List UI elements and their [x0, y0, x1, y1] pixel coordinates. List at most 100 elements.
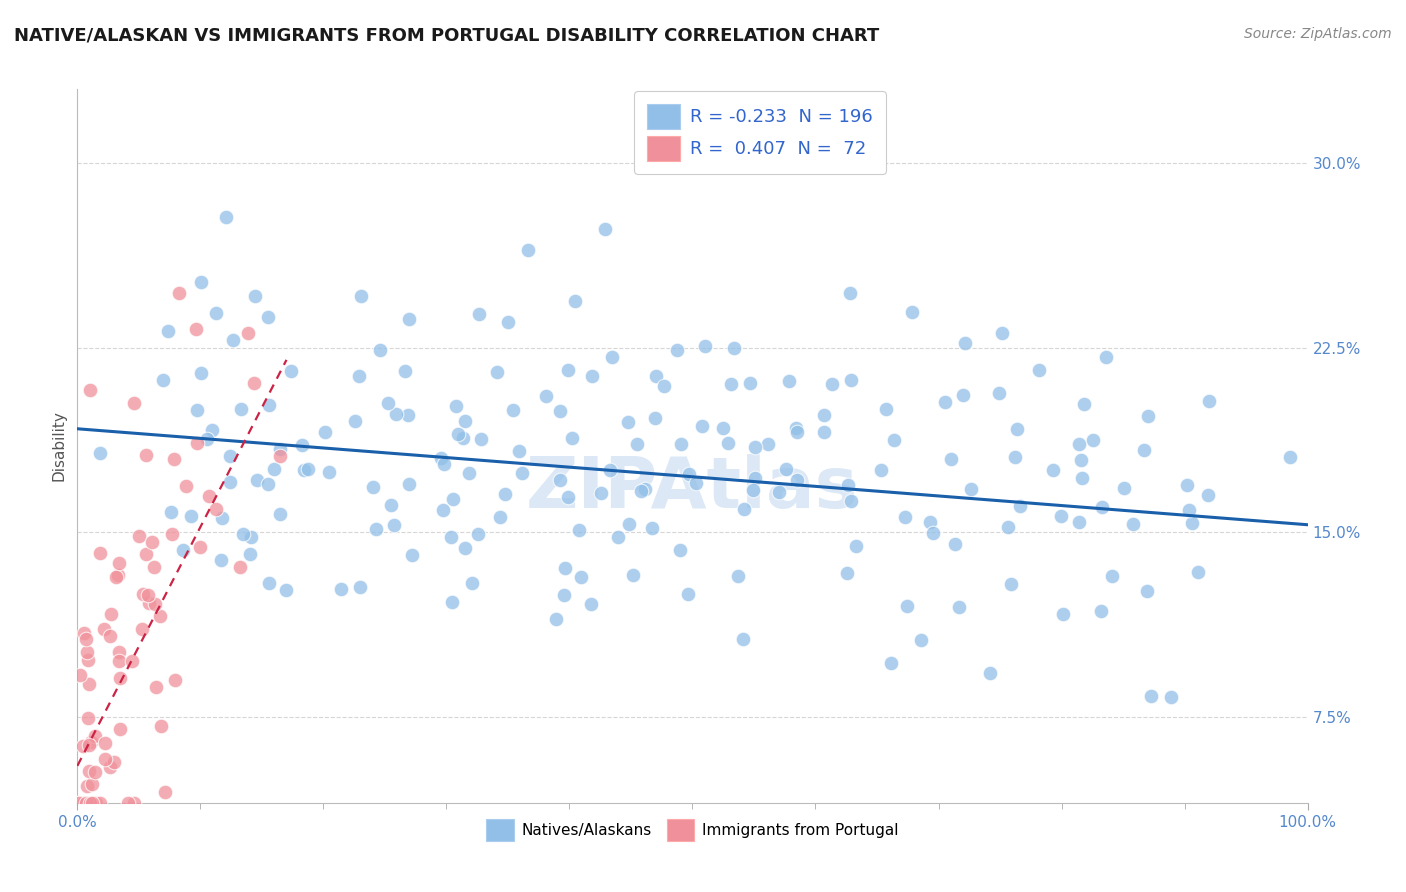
Point	[883, 433, 905, 447]
Point	[1177, 478, 1199, 492]
Point	[595, 222, 617, 236]
Point	[186, 436, 208, 450]
Text: NATIVE/ALASKAN VS IMMIGRANTS FROM PORTUGAL DISABILITY CORRELATION CHART: NATIVE/ALASKAN VS IMMIGRANTS FROM PORTUG…	[14, 27, 879, 45]
Point	[77, 653, 100, 667]
Point	[246, 473, 269, 487]
Point	[1090, 604, 1112, 618]
Point	[143, 560, 166, 574]
Point	[131, 623, 153, 637]
Point	[756, 437, 779, 451]
Point	[1136, 583, 1159, 598]
Point	[69, 667, 91, 681]
Point	[385, 407, 408, 421]
Point	[621, 567, 644, 582]
Point	[716, 435, 738, 450]
Point	[94, 736, 117, 750]
Point	[617, 517, 640, 532]
Point	[502, 403, 524, 417]
Point	[1008, 499, 1031, 513]
Point	[1067, 515, 1090, 529]
Point	[813, 425, 835, 440]
Point	[350, 289, 373, 303]
Point	[727, 568, 749, 582]
Point	[364, 522, 387, 536]
Point	[723, 341, 745, 355]
Point	[165, 673, 187, 688]
Point	[150, 719, 173, 733]
Y-axis label: Disability: Disability	[51, 410, 66, 482]
Point	[1140, 689, 1163, 703]
Point	[67, 796, 90, 810]
Point	[561, 431, 583, 445]
Point	[135, 547, 157, 561]
Point	[564, 294, 586, 309]
Point	[72, 739, 94, 753]
Point	[1187, 566, 1209, 580]
Point	[67, 796, 90, 810]
Point	[94, 752, 117, 766]
Point	[180, 509, 202, 524]
Point	[720, 377, 742, 392]
Point	[820, 376, 842, 391]
Point	[676, 587, 699, 601]
Point	[742, 483, 765, 498]
Point	[901, 305, 924, 319]
Point	[190, 366, 212, 380]
Point	[229, 559, 252, 574]
Point	[494, 487, 516, 501]
Point	[1000, 577, 1022, 591]
Point	[711, 421, 734, 435]
Text: ZIPAtlas: ZIPAtlas	[526, 454, 859, 524]
Point	[553, 588, 575, 602]
Point	[257, 398, 280, 412]
Point	[380, 499, 402, 513]
Point	[786, 425, 808, 440]
Point	[153, 785, 176, 799]
Point	[398, 477, 420, 491]
Point	[263, 462, 285, 476]
Point	[77, 764, 100, 779]
Point	[813, 409, 835, 423]
Point	[433, 458, 456, 472]
Point	[104, 570, 127, 584]
Point	[979, 666, 1001, 681]
Point	[211, 511, 233, 525]
Point	[396, 408, 419, 422]
Point	[214, 211, 236, 225]
Point	[444, 399, 467, 413]
Point	[453, 431, 475, 445]
Point	[987, 386, 1010, 401]
Point	[517, 243, 540, 257]
Point	[1178, 503, 1201, 517]
Point	[990, 326, 1012, 341]
Point	[1069, 436, 1091, 450]
Point	[943, 536, 966, 550]
Point	[880, 656, 903, 670]
Point	[1052, 607, 1074, 622]
Point	[645, 368, 668, 383]
Point	[785, 421, 807, 435]
Point	[953, 335, 976, 350]
Point	[731, 632, 754, 647]
Point	[617, 416, 640, 430]
Point	[209, 553, 232, 567]
Point	[918, 515, 941, 529]
Point	[634, 483, 657, 497]
Point	[1050, 509, 1073, 524]
Point	[79, 384, 101, 398]
Point	[136, 588, 159, 602]
Point	[454, 413, 477, 427]
Point	[73, 796, 96, 810]
Point	[839, 494, 862, 508]
Point	[131, 587, 153, 601]
Point	[314, 425, 336, 439]
Point	[1101, 568, 1123, 582]
Point	[1028, 363, 1050, 377]
Point	[1081, 433, 1104, 447]
Point	[693, 339, 716, 353]
Point	[160, 527, 183, 541]
Point	[429, 451, 451, 466]
Point	[548, 404, 571, 418]
Point	[318, 466, 340, 480]
Point	[274, 583, 297, 598]
